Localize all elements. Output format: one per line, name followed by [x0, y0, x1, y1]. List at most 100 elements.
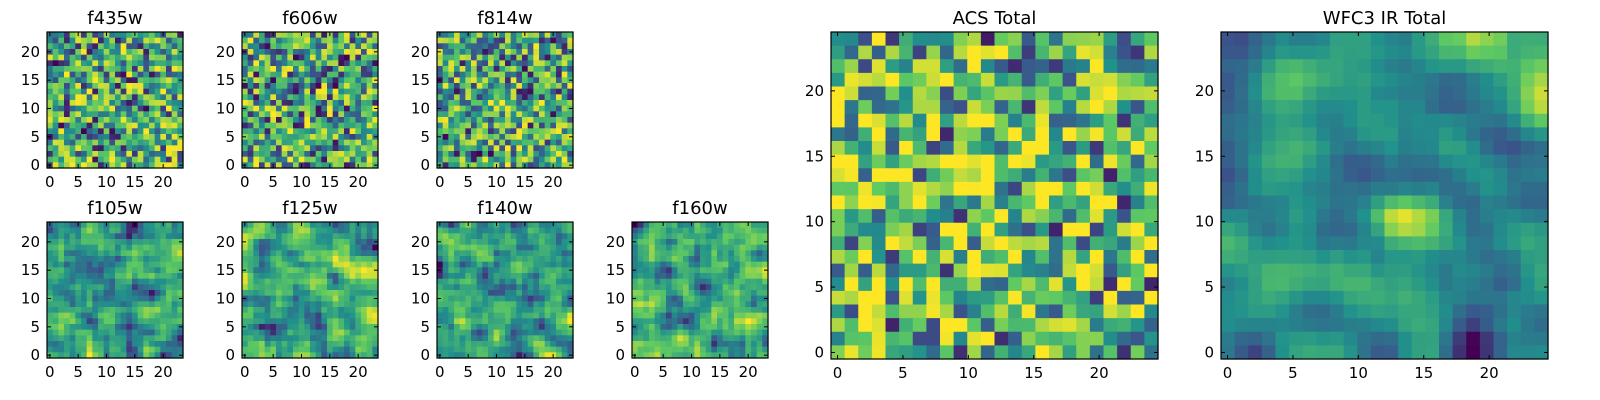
heatmap-cell [98, 60, 105, 67]
heatmap-cell [1144, 100, 1159, 115]
heatmap-cell [926, 181, 941, 197]
heatmap-cell [643, 324, 650, 331]
heatmap-cell [1130, 45, 1145, 60]
heatmap-cell [166, 346, 173, 353]
heatmap-cell [677, 318, 684, 325]
heatmap-cell [58, 250, 65, 257]
heatmap-cell [1248, 100, 1263, 115]
heatmap-cell [327, 54, 334, 61]
heatmap-cell [1425, 45, 1440, 60]
heatmap-cell [488, 71, 495, 78]
heatmap-cell [115, 273, 122, 280]
heatmap-cell [154, 77, 161, 84]
heatmap-cell [120, 222, 127, 229]
heatmap-cell [671, 329, 678, 336]
heatmap-cell [527, 60, 534, 67]
heatmap-cell [361, 37, 368, 44]
heatmap-cell [561, 88, 568, 95]
heatmap-cell [637, 250, 644, 257]
heatmap-cell [533, 151, 540, 158]
heatmap-cell [69, 301, 76, 308]
heatmap-cell [293, 71, 300, 78]
heatmap-cell [64, 66, 71, 73]
axes-frame [241, 31, 379, 169]
heatmap-cell [349, 117, 356, 124]
heatmap-cell [556, 290, 563, 297]
heatmap-cell [694, 329, 701, 336]
heatmap-cell [739, 312, 746, 319]
heatmap-cell [293, 139, 300, 146]
heatmap-cell [304, 256, 311, 263]
heatmap-cell [471, 151, 478, 158]
heatmap-cell [109, 43, 116, 50]
heatmap-cell [120, 284, 127, 291]
heatmap-cell [677, 239, 684, 246]
heatmap-cell [561, 239, 568, 246]
heatmap-cell [550, 301, 557, 308]
heatmap-cell [660, 295, 667, 302]
heatmap-cell [52, 117, 59, 124]
heatmap-cell [694, 233, 701, 240]
heatmap-cell [137, 346, 144, 353]
heatmap-cell [52, 32, 59, 39]
heatmap-cell [98, 94, 105, 101]
x-tick-label: 0 [45, 173, 55, 191]
heatmap-cell [442, 94, 449, 101]
heatmap-cell [242, 284, 249, 291]
heatmap-cell [149, 71, 156, 78]
heatmap-cell [666, 307, 673, 314]
heatmap-cell [109, 66, 116, 73]
heatmap-cell [81, 145, 88, 152]
heatmap-cell [756, 273, 763, 280]
heatmap-cell [143, 329, 150, 336]
heatmap-cell [98, 139, 105, 146]
heatmap-cell [109, 227, 116, 234]
heatmap-cell [488, 227, 495, 234]
heatmap-cell [666, 273, 673, 280]
heatmap-cell [539, 60, 546, 67]
heatmap-cell [454, 222, 461, 229]
heatmap-cell [739, 318, 746, 325]
heatmap-cell [321, 267, 328, 274]
heatmap-cell [281, 111, 288, 118]
heatmap-cell [734, 307, 741, 314]
heatmap-cell [270, 318, 277, 325]
heatmap-cell [293, 162, 300, 169]
heatmap-cell [488, 100, 495, 107]
heatmap-cell [92, 250, 99, 257]
heatmap-cell [454, 83, 461, 90]
heatmap-cell [366, 37, 373, 44]
heatmap-cell [858, 141, 873, 156]
heatmap-cell [448, 261, 455, 268]
heatmap-cell [293, 145, 300, 152]
heatmap-cell [327, 37, 334, 44]
heatmap-cell [722, 284, 729, 291]
heatmap-cell [556, 128, 563, 135]
heatmap-cell [700, 261, 707, 268]
heatmap-cell [154, 94, 161, 101]
heatmap-cell [115, 105, 122, 112]
heatmap-cell [137, 318, 144, 325]
heatmap-cell [321, 145, 328, 152]
heatmap-cell [465, 37, 472, 44]
heatmap-cell [115, 256, 122, 263]
heatmap-cell [304, 139, 311, 146]
heatmap-cell [98, 128, 105, 135]
heatmap-cell [81, 256, 88, 263]
heatmap-cell [52, 318, 59, 325]
heatmap-cell [505, 66, 512, 73]
heatmap-cell [92, 222, 99, 229]
heatmap-cell [437, 244, 444, 251]
heatmap-cell [1076, 72, 1091, 88]
heatmap-cell [1035, 331, 1050, 346]
heatmap-cell [361, 318, 368, 325]
heatmap-cell [871, 195, 887, 210]
heatmap-cell [1117, 168, 1132, 183]
heatmap-cell [321, 77, 328, 84]
heatmap-cell [109, 32, 116, 39]
heatmap-cell [637, 256, 644, 263]
heatmap-cell [912, 331, 927, 346]
heatmap-cell [259, 100, 266, 107]
heatmap-cell [471, 324, 478, 331]
heatmap-cell [126, 244, 133, 251]
